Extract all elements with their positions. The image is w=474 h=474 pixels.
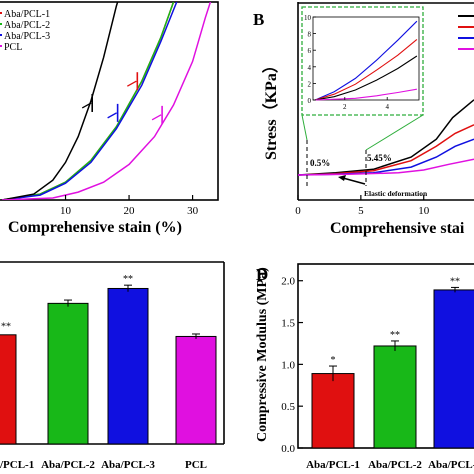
panel-b-x-tick-label-5: 5 <box>358 205 364 217</box>
series-line-aba-pcl-2 <box>1 2 175 200</box>
panel-b-x-tick-label-0: 0 <box>295 205 301 217</box>
inset-x-tick-label-2: 2 <box>343 103 347 111</box>
panel-b-series-line-3 <box>298 158 474 176</box>
significance-aba-pcl-1: ** <box>1 321 11 332</box>
panel-a-x-tick-label-30: 30 <box>187 205 199 217</box>
panel-a-legend: Aba/PCL-1 Aba/PCL-2 Aba/PCL-3 PCL <box>0 9 50 53</box>
series-line-control <box>1 2 119 200</box>
bar-pcl <box>175 335 217 445</box>
panel-d-y-tick-label-2-0: 2.0 <box>281 276 295 288</box>
inset-series-line-3 <box>315 88 417 101</box>
panel-c: ** /PCL-1 Aba/PCL-2 ** Aba/PCL-3 PCL <box>0 261 225 471</box>
panel-a-x-tick-label-10: 10 <box>60 205 72 217</box>
annotation-0-5-percent: 0.5% <box>310 158 330 168</box>
yield-arrow-2 <box>107 112 117 119</box>
panel-d-y-tick-label-0-5: 0.5 <box>281 401 295 413</box>
panel-d-y-ticks: 0.0 0.5 1.0 1.5 2.0 <box>281 276 303 455</box>
panel-a: 10 20 30 Aba/PCL-1 Aba/PCL-2 Aba/PCL-3 PCL… <box>0 1 219 236</box>
inset-series-line-0 <box>314 20 418 101</box>
inset-axes-frame <box>312 16 420 101</box>
panel-a-x-tick-label-20: 20 <box>124 205 136 217</box>
series-line-aba-pcl-3 <box>1 2 178 200</box>
bar-d-aba-pcl-3 <box>433 289 474 449</box>
panel-d-y-axis-label: Compressive Modulus (MPa) <box>255 267 270 442</box>
yield-arrow-1 <box>127 80 137 87</box>
panel-b-series-line-0 <box>298 99 474 176</box>
panel-b-letter: B <box>253 10 264 29</box>
inset-y-tick-label-6: 6 <box>308 47 312 55</box>
inset-y-tick-label-10: 10 <box>304 14 312 22</box>
inset-y-tick-label-2: 2 <box>308 80 312 88</box>
significance-aba-pcl-3: ** <box>123 274 133 285</box>
inset-series-line-2 <box>315 55 418 101</box>
panel-d-y-tick-label-1-5: 1.5 <box>281 318 295 330</box>
bar-d-aba-pcl-2 <box>373 345 417 449</box>
category-label-pcl: PCL <box>185 459 207 471</box>
significance-d-aba-pcl-2: ** <box>390 330 400 341</box>
bar-aba-pcl-1 <box>0 334 17 445</box>
inset-series-line-1 <box>314 38 418 101</box>
yield-arrow-0 <box>81 102 92 109</box>
category-label-aba-pcl-2: Aba/PCL-2 <box>41 459 95 471</box>
legend-label-aba-pcl-1: Aba/PCL-1 <box>4 9 50 20</box>
annotation-5-45-percent: 5.45% <box>367 153 392 163</box>
inset-y-tick-label-4: 4 <box>308 64 312 72</box>
significance-d-aba-pcl-1: * <box>331 355 336 366</box>
elastic-deformation-arrow <box>342 177 366 185</box>
inset-y-tick-label-0: 0 <box>308 97 312 105</box>
panel-d-bars: * Aba/PCL-1 ** Aba/PCL-2 ** Aba/PCL-3 <box>306 276 474 471</box>
elastic-deformation-arrowhead <box>338 175 346 181</box>
annotation-elastic-deformation: Elastic deformation <box>364 189 428 198</box>
panel-d-letter: D <box>256 265 268 284</box>
panel-c-bars: ** /PCL-1 Aba/PCL-2 ** Aba/PCL-3 PCL <box>0 274 217 471</box>
panel-a-axes-frame <box>0 1 219 201</box>
legend-label-aba-pcl-2: Aba/PCL-2 <box>4 20 50 31</box>
category-label-d-aba-pcl-1: Aba/PCL-1 <box>306 459 360 471</box>
legend-label-aba-pcl-3: Aba/PCL-3 <box>4 31 50 42</box>
inset-y-tick-label-8: 8 <box>308 31 312 39</box>
panel-d-y-tick-label-0-0: 0.0 <box>281 443 295 455</box>
panel-d: D Compressive Modulus (MPa) 0.0 0.5 1.0 1.5… <box>255 263 474 471</box>
panel-b-x-tick-label-10: 10 <box>418 205 430 217</box>
inset-border <box>301 6 424 116</box>
significance-d-aba-pcl-3: ** <box>450 276 460 287</box>
inset-connector-left <box>301 114 308 141</box>
inset-curves <box>314 20 418 101</box>
category-label-d-aba-pcl-2: Aba/PCL-2 <box>368 459 422 471</box>
yield-arrow-3 <box>151 114 162 121</box>
panel-b-y-axis-label: Stress（KPa） <box>262 57 280 160</box>
panel-b-x-ticks: 0 5 10 <box>295 195 430 217</box>
panel-a-x-axis-label: Comprehensive stain (%) <box>8 219 182 236</box>
legend-label-pcl: PCL <box>4 42 22 53</box>
inset-connector-right <box>365 114 424 151</box>
category-label-d-aba-pcl-3: Aba/PCL-3 <box>428 459 474 471</box>
bar-aba-pcl-3 <box>107 287 149 445</box>
bar-aba-pcl-2 <box>47 302 89 445</box>
panel-a-x-ticks: 10 20 30 <box>60 195 199 217</box>
inset-ticks: 0 2 4 6 8 10 2 4 <box>304 14 389 111</box>
category-label-aba-pcl-1: /PCL-1 <box>0 459 34 471</box>
panel-d-y-tick-label-1-0: 1.0 <box>281 359 295 371</box>
panel-b-x-axis-label: Comprehensive stai <box>330 220 465 237</box>
bar-d-aba-pcl-1 <box>311 373 355 449</box>
inset-x-tick-label-4: 4 <box>385 103 389 111</box>
panel-a-markers <box>81 72 163 124</box>
panel-b-curves <box>298 99 474 176</box>
category-label-aba-pcl-3: Aba/PCL-3 <box>101 459 155 471</box>
panel-b-legend <box>458 15 474 50</box>
